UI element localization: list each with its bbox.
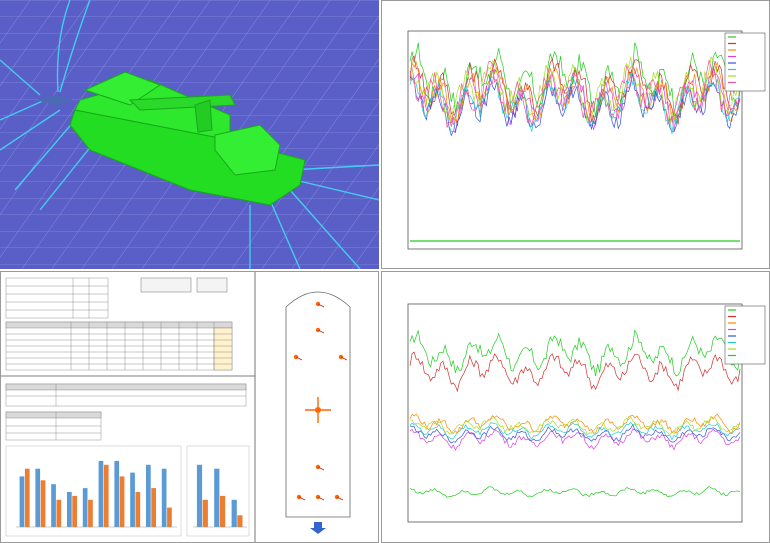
chart-bottom-canvas <box>407 303 766 523</box>
info-table <box>5 277 109 319</box>
bar <box>202 499 208 527</box>
bar <box>119 476 125 527</box>
thrust-vector <box>317 466 325 471</box>
bar <box>151 488 156 527</box>
spreadsheet-canvas <box>1 272 351 542</box>
bar <box>103 464 109 527</box>
legend-box <box>724 32 766 92</box>
series-line <box>409 416 741 436</box>
bar <box>72 495 77 527</box>
bar <box>130 472 135 527</box>
ship-hull <box>35 71 306 206</box>
bar <box>35 468 41 527</box>
thrust-vector <box>340 356 348 361</box>
bar <box>88 499 93 527</box>
drift-arrow-icon <box>314 522 322 528</box>
bar <box>51 484 56 527</box>
bar <box>146 464 151 527</box>
small-bar-chart <box>186 445 250 537</box>
bar <box>24 468 30 527</box>
thruster-layout-diagram <box>285 291 351 534</box>
bar <box>231 499 237 527</box>
spreadsheet-report[interactable] <box>0 271 379 543</box>
chart-top-canvas <box>407 30 766 250</box>
bar <box>67 492 72 527</box>
top-buttons <box>140 277 228 293</box>
plot-area <box>407 30 743 250</box>
data-table <box>5 321 233 371</box>
bar <box>220 495 226 527</box>
ship-3d-canvas <box>0 0 379 269</box>
legend-box <box>724 305 766 365</box>
time-series-plot-bottom[interactable] <box>381 271 770 543</box>
bar <box>40 480 46 527</box>
bar <box>135 492 141 527</box>
thrust-vector <box>317 303 325 308</box>
thrust-vector <box>317 496 325 501</box>
bar <box>237 515 243 527</box>
series-line <box>409 55 741 124</box>
series-line <box>409 329 741 377</box>
series-line <box>409 59 741 129</box>
thrust-vector <box>298 496 306 501</box>
bar <box>56 499 62 527</box>
bar <box>82 488 88 527</box>
bar <box>114 460 120 527</box>
thrust-vector <box>295 356 303 361</box>
plot-area <box>407 303 743 523</box>
time-series-plot-top[interactable] <box>381 0 770 269</box>
bar <box>161 468 167 527</box>
series-line <box>409 486 741 498</box>
bar <box>196 464 203 527</box>
series-line <box>409 351 741 393</box>
center-force-arrow <box>305 397 331 423</box>
bar <box>167 507 172 527</box>
series-line <box>409 421 741 441</box>
series-line <box>409 74 741 134</box>
bar-chart <box>5 445 182 537</box>
summary-table <box>5 383 247 407</box>
bar <box>98 460 104 527</box>
bar <box>214 468 220 527</box>
ship-3d-view[interactable] <box>0 0 379 269</box>
mooring-lines <box>0 0 379 269</box>
thrust-vector <box>317 329 325 334</box>
series-line <box>409 424 741 444</box>
series-line <box>409 428 741 451</box>
bar <box>19 476 25 527</box>
thrust-vector <box>336 496 344 501</box>
stats-table <box>5 411 102 441</box>
